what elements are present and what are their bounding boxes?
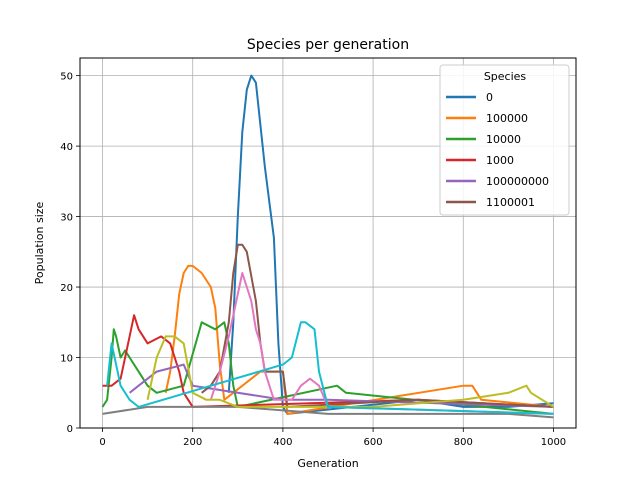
series-lines (101, 74, 555, 419)
legend-entry: 0 (486, 91, 493, 104)
x-axis-ticks: 0 200 400 600 800 1000 (99, 428, 566, 448)
plot-area-frame (79, 57, 577, 429)
series-line-9 (106, 321, 554, 415)
legend-entry: 1000 (486, 154, 514, 167)
legend-items: 0 100000 10000 1000 100000000 1100001 (446, 91, 549, 209)
y-tick-label: 10 (60, 354, 73, 365)
chart-title: Species per generation (247, 37, 409, 53)
legend-title: Species (484, 70, 527, 83)
series-line-3 (102, 314, 554, 408)
legend: Species 0 100000 10000 1000 100000000 1100001 (439, 64, 570, 216)
x-tick-label: 1000 (541, 437, 566, 448)
x-tick-label: 400 (273, 437, 292, 448)
x-tick-label: 200 (183, 437, 202, 448)
y-tick-label: 40 (60, 142, 73, 153)
x-tick-label: 0 (99, 437, 105, 448)
x-tick-label: 600 (364, 437, 383, 448)
legend-entry: 10000 (486, 133, 521, 146)
y-tick-label: 30 (60, 213, 73, 224)
legend-entry: 1100001 (486, 196, 535, 209)
series-line-4 (128, 363, 554, 408)
legend-entry: 100000000 (486, 175, 549, 188)
series-line-2 (101, 321, 554, 415)
legend-entry: 100000 (486, 112, 528, 125)
y-tick-label: 20 (60, 283, 73, 294)
legend-box (439, 64, 570, 216)
series-line-7 (102, 405, 554, 419)
series-line-1 (164, 264, 554, 415)
y-axis-ticks: 0 10 20 30 40 50 (60, 72, 80, 435)
y-tick-label: 50 (60, 72, 73, 83)
y-tick-label: 0 (67, 424, 73, 435)
x-tick-label: 800 (454, 437, 473, 448)
x-axis-label: Generation (297, 457, 358, 470)
series-line-6 (209, 272, 554, 415)
series-line-8 (146, 335, 555, 408)
y-axis-label: Population size (33, 201, 46, 284)
series-line-5 (201, 243, 554, 408)
